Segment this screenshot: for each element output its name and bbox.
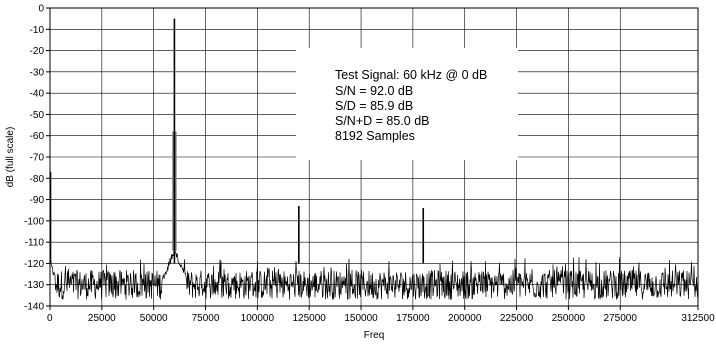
spectrum-trace: [49, 248, 699, 300]
annotation-background: [296, 48, 518, 160]
y-tick-label: -20: [30, 46, 45, 57]
x-tick-label: 50000: [140, 313, 168, 324]
x-tick-label: 225000: [500, 313, 534, 324]
y-tick-label: -60: [30, 131, 45, 142]
x-tick-label: 275000: [604, 313, 638, 324]
x-tick-label: 100000: [241, 313, 275, 324]
plot-frame: [49, 7, 699, 307]
y-tick-label: 0: [38, 4, 44, 15]
annotation-line-2: S/N = 92.0 dB: [335, 84, 413, 98]
y-tick-label: -130: [24, 280, 44, 291]
x-tick-label: 200000: [448, 313, 482, 324]
y-tick-label: -100: [24, 216, 44, 227]
annotation-box: Test Signal: 60 kHz @ 0 dB S/N = 92.0 dB…: [296, 48, 518, 160]
y-tick-label: -90: [30, 195, 45, 206]
x-tick-label: 25000: [88, 313, 116, 324]
y-tick-label: -70: [30, 153, 45, 164]
y-tick-label: -80: [30, 174, 45, 185]
y-tick-label: -50: [30, 110, 45, 121]
annotation-line-4: S/N+D = 85.0 dB: [335, 114, 430, 128]
x-tick-label: 150000: [344, 313, 378, 324]
x-axis-label: Freq: [364, 330, 385, 341]
y-tick-labels: 0 -10 -20 -30 -40 -50 -60 -70 -80 -90 -100 -110 -120…: [24, 4, 44, 313]
x-tick-label: 0: [47, 313, 53, 324]
annotation-line-5: 8192 Samples: [335, 129, 415, 143]
annotation-line-3: S/D = 85.9 dB: [335, 99, 413, 113]
x-tick-labels: 0 25000 50000 75000 100000 125000 150000 175000…: [47, 313, 715, 324]
y-tick-label: -120: [24, 259, 44, 270]
y-tick-label: -140: [24, 302, 44, 313]
annotation-line-1: Test Signal: 60 kHz @ 0 dB: [335, 68, 487, 82]
y-tick-label: -40: [30, 89, 45, 100]
y-tick-label: -30: [30, 67, 45, 78]
y-tick-label: -10: [30, 25, 45, 36]
x-tick-label: 312500: [681, 313, 715, 324]
y-tick-label: -110: [25, 238, 45, 249]
x-tick-label: 250000: [552, 313, 586, 324]
x-tick-label: 75000: [192, 313, 220, 324]
x-tick-label: 125000: [293, 313, 327, 324]
noise-floor-trace: [49, 248, 699, 300]
x-tick-label: 175000: [396, 313, 430, 324]
y-axis-label: dB (full scale): [5, 127, 16, 188]
